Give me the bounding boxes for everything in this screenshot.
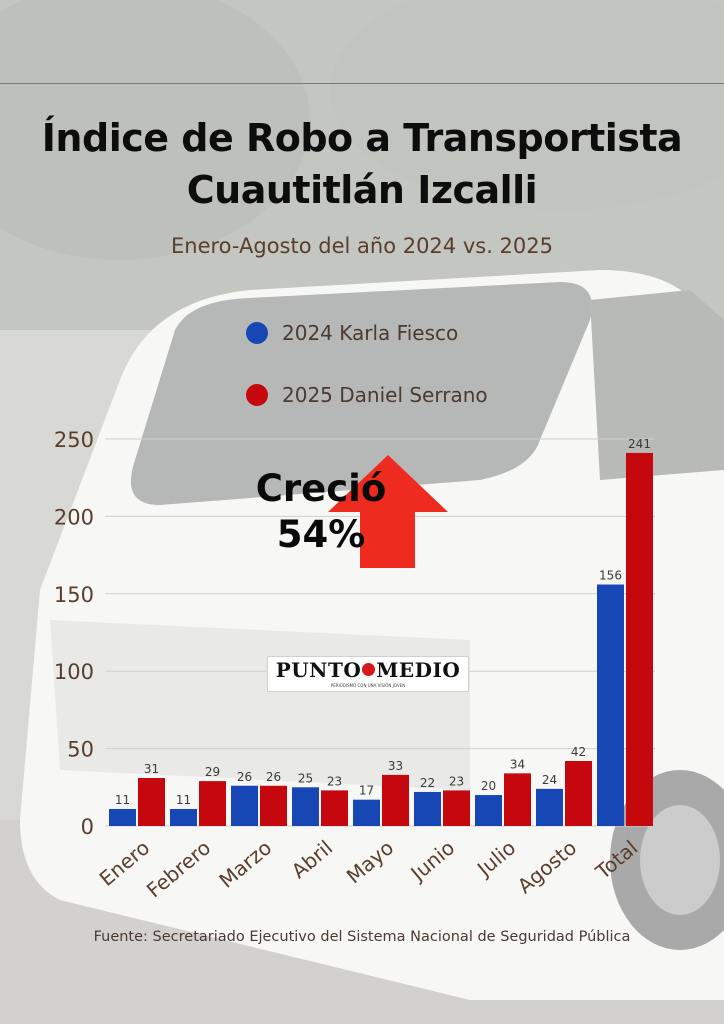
punto-medio-logo: PUNTO MEDIO PERIODISMO CON UNA VISIÓN JOV… bbox=[267, 656, 469, 692]
bar-febrero-2025 bbox=[199, 781, 226, 826]
data-label: 31 bbox=[144, 762, 159, 776]
bar-mayo-2024 bbox=[353, 799, 380, 826]
bar-junio-2025 bbox=[443, 790, 470, 826]
growth-annotation: Creció 54% bbox=[236, 466, 406, 558]
y-tick-label: 0 bbox=[81, 815, 94, 839]
chart-title-line1: Índice de Robo a Transportista bbox=[41, 116, 683, 160]
x-tick-label: Marzo bbox=[214, 835, 276, 892]
y-tick-label: 150 bbox=[54, 583, 94, 607]
x-tick-label: Junio bbox=[405, 835, 460, 886]
data-label: 33 bbox=[388, 759, 403, 773]
bar-julio-2024 bbox=[475, 795, 502, 826]
y-tick-label: 100 bbox=[54, 660, 94, 684]
data-label: 11 bbox=[176, 793, 191, 807]
x-tick-label: Abril bbox=[287, 835, 337, 883]
bar-abril-2024 bbox=[292, 787, 319, 826]
logo-wordmark: PUNTO MEDIO bbox=[275, 658, 461, 682]
x-tick-label: Febrero bbox=[142, 835, 215, 902]
bar-mayo-2025 bbox=[382, 774, 409, 826]
legend-swatch-2024 bbox=[246, 322, 268, 344]
bar-junio-2024 bbox=[414, 791, 441, 826]
legend-label-2024: 2024 Karla Fiesco bbox=[282, 321, 459, 345]
data-label: 26 bbox=[266, 770, 281, 784]
data-label: 26 bbox=[237, 770, 252, 784]
y-tick-label: 200 bbox=[54, 505, 94, 529]
annotation-line2: 54% bbox=[276, 513, 366, 556]
bar-abril-2025 bbox=[321, 790, 348, 826]
bar-total-2025 bbox=[626, 452, 653, 826]
bar-agosto-2025 bbox=[565, 760, 592, 826]
x-tick-label: Agosto bbox=[513, 835, 581, 898]
data-label: 23 bbox=[327, 774, 342, 788]
data-label: 11 bbox=[115, 793, 130, 807]
bar-marzo-2025 bbox=[260, 785, 287, 826]
x-tick-label: Mayo bbox=[342, 835, 398, 888]
chart-title-line2: Cuautitlán Izcalli bbox=[186, 168, 538, 212]
bar-total-2024 bbox=[597, 584, 624, 826]
data-label: 156 bbox=[599, 569, 622, 583]
bar-marzo-2024 bbox=[231, 785, 258, 826]
y-tick-label: 50 bbox=[67, 738, 94, 762]
legend-swatch-2025 bbox=[246, 384, 268, 406]
data-label: 34 bbox=[510, 757, 525, 771]
source-note: Fuente: Secretariado Ejecutivo del Siste… bbox=[93, 929, 631, 945]
legend-item-2024: 2024 Karla Fiesco bbox=[246, 318, 458, 348]
data-label: 23 bbox=[449, 774, 464, 788]
data-label: 42 bbox=[571, 745, 586, 759]
data-label: 17 bbox=[359, 784, 374, 798]
bar-enero-2025 bbox=[138, 778, 165, 826]
growth-arrow-icon bbox=[328, 455, 448, 568]
x-tick-label: Total bbox=[590, 835, 642, 884]
data-label: 20 bbox=[481, 779, 496, 793]
bar-agosto-2024 bbox=[536, 788, 563, 826]
bar-febrero-2024 bbox=[170, 808, 197, 826]
y-tick-label: 250 bbox=[54, 428, 94, 452]
data-label: 24 bbox=[542, 773, 557, 787]
bar-julio-2025 bbox=[504, 773, 531, 826]
legend-item-2025: 2025 Daniel Serrano bbox=[246, 380, 488, 410]
bar-enero-2024 bbox=[109, 808, 136, 826]
data-label: 29 bbox=[205, 765, 220, 779]
annotation-line1: Creció bbox=[255, 467, 387, 510]
chart-subtitle: Enero-Agosto del año 2024 vs. 2025 bbox=[170, 234, 553, 258]
logo-dot-icon bbox=[362, 663, 376, 676]
data-label: 22 bbox=[420, 776, 435, 790]
data-label: 25 bbox=[298, 771, 313, 785]
x-tick-label: Julio bbox=[471, 835, 520, 882]
top-divider bbox=[0, 83, 724, 84]
logo-tagline: PERIODISMO CON UNA VISIÓN JOVEN bbox=[330, 683, 406, 688]
data-label: 241 bbox=[628, 437, 651, 451]
legend-label-2025: 2025 Daniel Serrano bbox=[282, 383, 488, 407]
